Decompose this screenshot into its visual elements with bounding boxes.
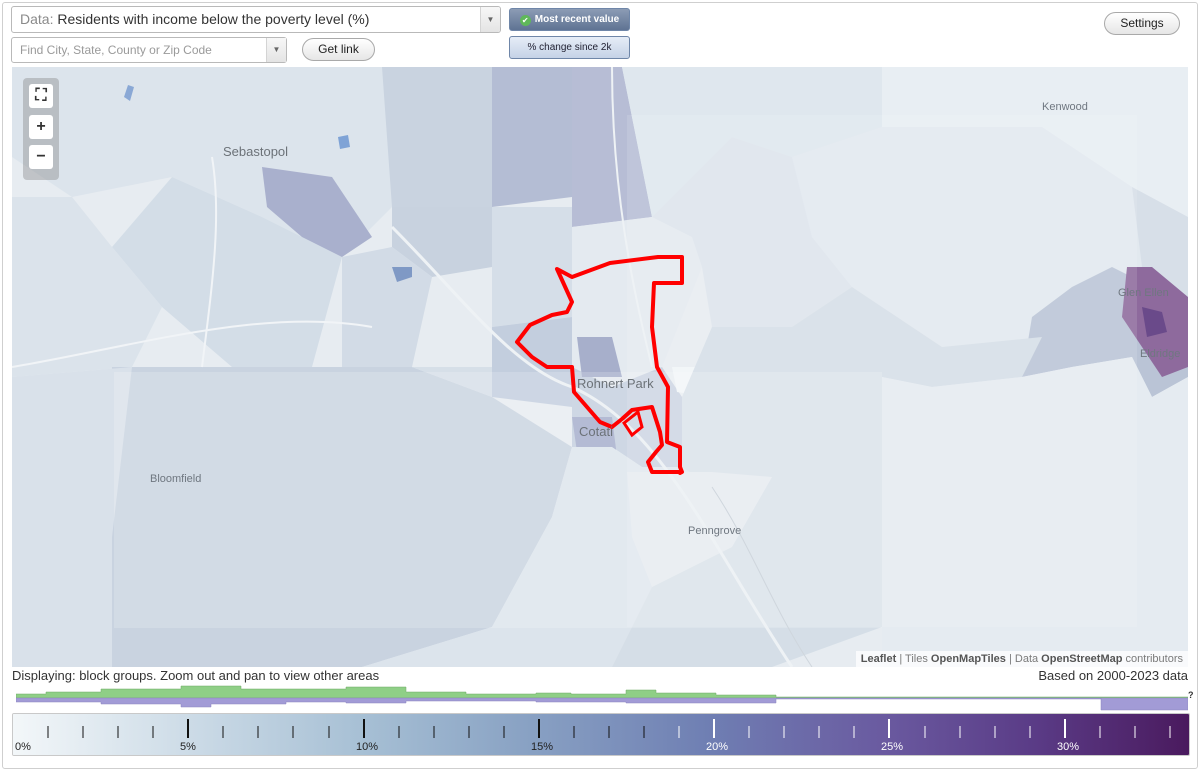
place-label-glen-ellen: Glen Ellen [1118,287,1169,299]
place-label-rohnert-park: Rohnert Park [577,376,654,391]
chevron-down-icon[interactable]: ▼ [480,7,500,32]
search-input[interactable] [12,38,262,62]
most-recent-label: Most recent value [534,14,620,25]
scale-ticks [47,719,1171,738]
place-label-kenwood: Kenwood [1042,101,1088,113]
location-search[interactable]: ▼ [11,37,287,63]
zoom-controls: ⛶ + − [23,78,59,180]
value-distribution-histogram [16,685,1188,711]
scale-label: 10% [356,741,379,753]
choropleth-map[interactable]: ⛶ + − Sebastopol Kenwood Rohnert Park Co… [12,67,1188,667]
color-gradient [13,714,1189,755]
scale-label: 15% [531,741,554,753]
zoom-in-button[interactable]: + [29,115,53,139]
attribution-sep-2: | Data [1005,653,1042,665]
openmaptiles-link[interactable]: OpenMapTiles [930,653,1006,665]
data-variable-select[interactable]: Data: Residents with income below the po… [11,6,501,33]
most-recent-value-toggle[interactable]: ✔ Most recent value [509,8,630,31]
fit-bounds-icon[interactable]: ⛶ [29,84,53,108]
attribution-suffix: contributors [1122,653,1183,665]
place-label-sebastopol: Sebastopol [223,144,289,159]
scale-label: 5% [180,741,196,753]
scale-label: 30% [1057,741,1080,753]
settings-button[interactable]: Settings [1104,12,1180,35]
scale-label: 20% [706,741,729,753]
data-select-value: Residents with income below the poverty … [57,11,370,27]
openstreetmap-link[interactable]: OpenStreetMap [1041,653,1123,665]
map-attribution: Leaflet | Tiles OpenMapTiles | Data Open… [855,651,1188,667]
percent-change-toggle[interactable]: % change since 2k [509,36,630,59]
place-label-cotati: Cotati [579,424,613,439]
get-link-button[interactable]: Get link [302,38,375,61]
leaflet-link[interactable]: Leaflet [860,653,897,665]
place-label-eldridge: Eldridge [1140,348,1181,360]
help-icon[interactable]: ? [1188,690,1194,700]
attribution-sep-1: | Tiles [896,653,931,665]
data-years-note: Based on 2000-2023 data [1038,668,1188,683]
city-boundary-outline [515,255,684,475]
data-select-prefix: Data: [20,11,54,27]
color-scale-legend: 0% 5% 10% 15% 20% 25% 30% [12,713,1190,756]
scale-label: 0% [15,741,31,753]
chevron-down-icon[interactable]: ▼ [266,38,286,62]
display-level-note: Displaying: block groups. Zoom out and p… [12,668,380,683]
check-icon: ✔ [519,15,531,26]
zoom-out-button[interactable]: − [29,145,53,169]
place-label-bloomfield: Bloomfield [150,473,202,485]
map-layer [12,67,1188,667]
scale-label: 25% [881,741,904,753]
place-label-penngrove: Penngrove [688,525,742,537]
